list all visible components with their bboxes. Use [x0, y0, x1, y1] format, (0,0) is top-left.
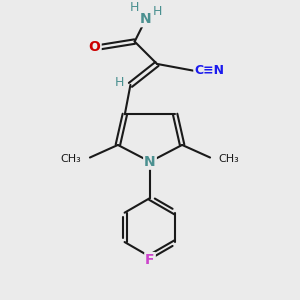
Text: O: O: [89, 40, 100, 54]
Text: H: H: [115, 76, 124, 89]
Text: N: N: [140, 12, 152, 26]
Text: CH₃: CH₃: [218, 154, 239, 164]
Text: H: H: [153, 5, 162, 18]
Text: F: F: [145, 253, 155, 267]
Text: C≡N: C≡N: [194, 64, 224, 77]
Text: H: H: [129, 1, 139, 14]
Text: CH₃: CH₃: [61, 154, 82, 164]
Text: N: N: [144, 155, 156, 169]
